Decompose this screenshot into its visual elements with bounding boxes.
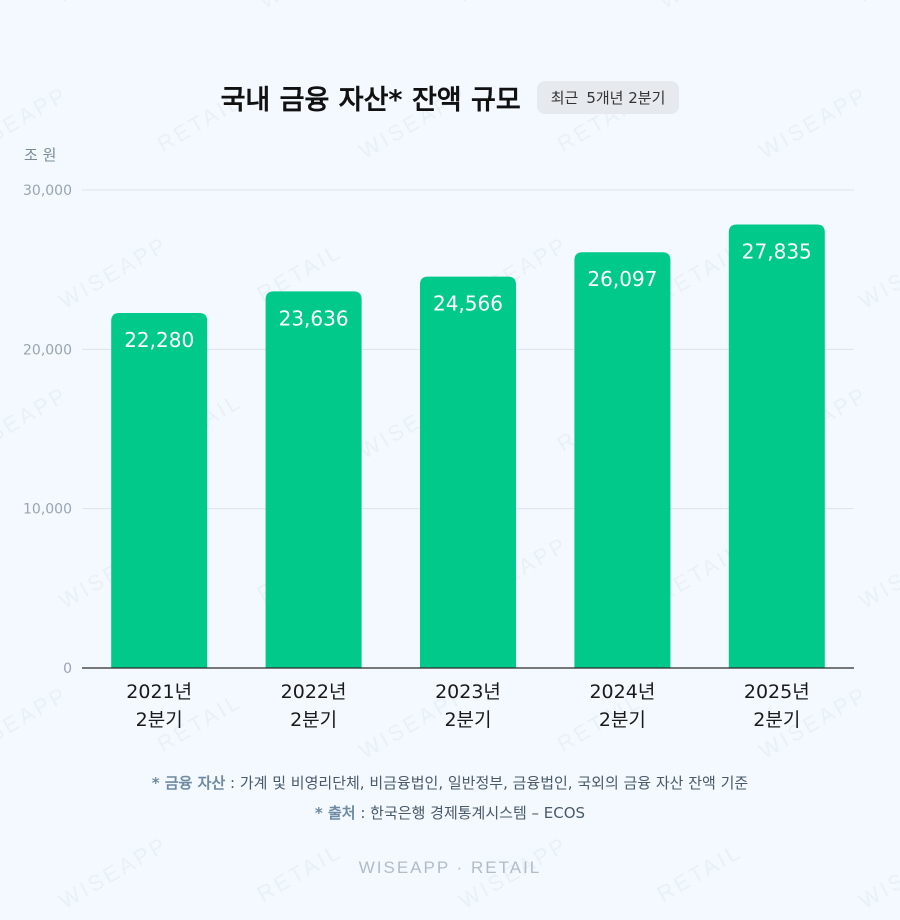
- bar: [111, 313, 208, 668]
- title-row: 국내 금융 자산* 잔액 규모 최근 5개년 2분기: [0, 78, 900, 117]
- y-tick-label: 30,000: [23, 183, 72, 199]
- x-tick-label-year: 2021년: [126, 681, 192, 703]
- footnote-definition-text: : 가계 및 비영리단체, 비금융법인, 일반정부, 금융법인, 국외의 금융 …: [225, 774, 749, 792]
- bar-value-label: 27,835: [742, 239, 812, 263]
- x-tick-label-quarter: 2분기: [136, 709, 183, 731]
- chart-title: 국내 금융 자산* 잔액 규모: [220, 85, 521, 116]
- y-tick-label: 20,000: [23, 342, 72, 358]
- y-tick-label: 0: [63, 661, 72, 677]
- period-badge-recent: 최근: [550, 89, 579, 107]
- footnote-source: * 출처 : 한국은행 경제통계시스템 – ECOS: [0, 798, 900, 828]
- footnote-definition: * 금융 자산 : 가계 및 비영리단체, 비금융법인, 일반정부, 금융법인,…: [0, 768, 900, 798]
- bar-value-label: 22,280: [124, 328, 194, 352]
- footnote-definition-key: * 금융 자산: [151, 774, 226, 792]
- bar-chart: 조 원 0 10,000 20,000 30,000 22,280 2021년 2분기 23,6…: [23, 146, 854, 731]
- period-badge: 최근 5개년 2분기: [536, 81, 680, 114]
- x-tick-label-year: 2023년: [435, 681, 501, 703]
- bar: [728, 224, 825, 668]
- footnote-source-key: * 출처: [314, 804, 356, 822]
- y-tick-label: 10,000: [23, 502, 72, 518]
- bar: [574, 252, 671, 668]
- footer-brand-logo: WISEAPP · RETAIL: [358, 858, 542, 877]
- bar-value-label: 24,566: [433, 292, 503, 316]
- bar-value-label: 26,097: [587, 267, 657, 291]
- period-badge-range: 5개년 2분기: [586, 89, 666, 107]
- x-tick-label-year: 2024년: [589, 681, 655, 703]
- x-tick-label-quarter: 2분기: [753, 709, 800, 731]
- footnote-source-text: : 한국은행 경제통계시스템 – ECOS: [355, 804, 586, 822]
- bar: [420, 276, 516, 668]
- x-tick-label-year: 2022년: [281, 681, 347, 703]
- x-tick-label-quarter: 2분기: [290, 709, 337, 731]
- bar-value-label: 23,636: [279, 306, 349, 330]
- x-tick-label-quarter: 2분기: [599, 709, 646, 731]
- y-axis-label: 조 원: [24, 146, 56, 164]
- x-tick-label-quarter: 2분기: [444, 709, 491, 731]
- x-tick-label-year: 2025년: [744, 681, 810, 703]
- footnotes: * 금융 자산 : 가계 및 비영리단체, 비금융법인, 일반정부, 금융법인,…: [0, 768, 900, 828]
- bar: [265, 291, 362, 668]
